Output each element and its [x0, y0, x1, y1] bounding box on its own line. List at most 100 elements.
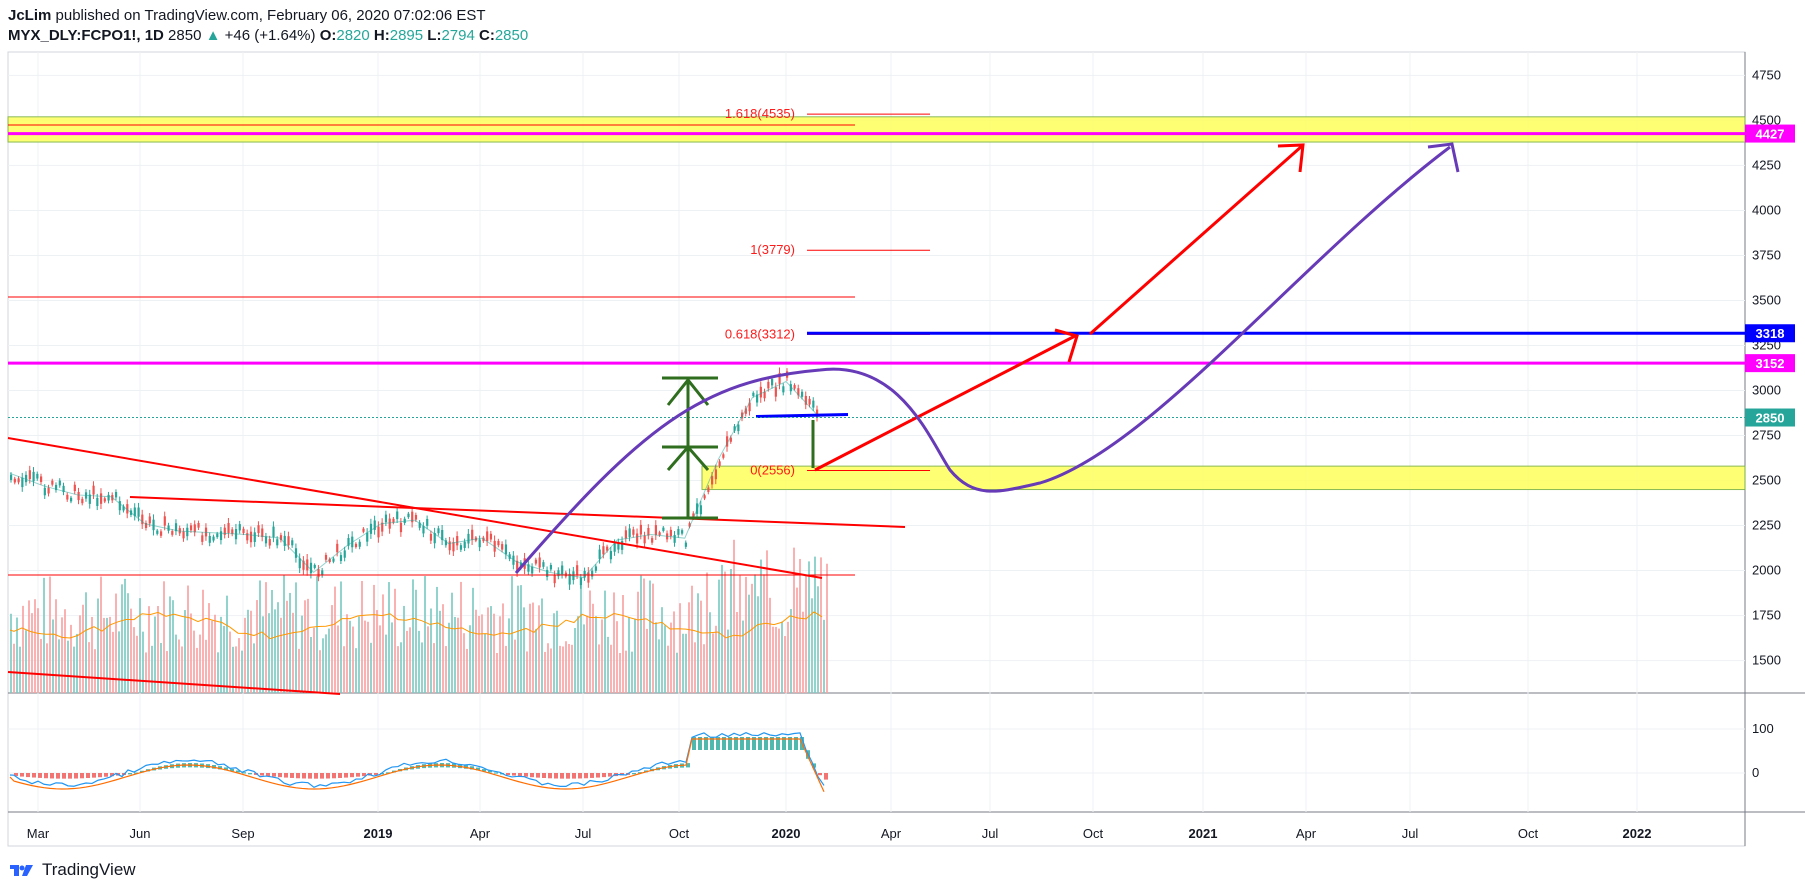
candle-body: [778, 372, 781, 384]
volume-bar: [625, 650, 627, 693]
candle-body: [339, 555, 343, 562]
symbol-label[interactable]: MYX_DLY:FCPO1!, 1D: [8, 27, 164, 44]
candle-body: [54, 484, 58, 491]
volume-bar: [685, 633, 687, 693]
candle-body: [673, 534, 676, 543]
volume-bar: [637, 591, 639, 693]
macd-histogram-bar: [476, 767, 480, 771]
price-tick-label: 4000: [1752, 202, 1781, 217]
volume-bar: [205, 639, 207, 693]
volume-bar: [250, 610, 252, 693]
candle-body: [617, 542, 620, 550]
volume-bar: [748, 594, 750, 693]
candle-body: [456, 536, 459, 546]
candle-body: [392, 518, 395, 523]
volume-bar: [361, 580, 363, 693]
candle-body: [714, 469, 717, 480]
macd-histogram-bar: [542, 773, 546, 778]
volume-bar: [640, 575, 642, 693]
volume-bar: [139, 598, 141, 693]
macd-histogram-bar: [50, 773, 54, 779]
volume-bar: [664, 625, 666, 693]
volume-bar: [793, 547, 795, 693]
volume-bar: [811, 598, 813, 693]
candle-body: [103, 498, 106, 502]
volume-bar: [382, 594, 384, 693]
volume-bar: [496, 652, 498, 693]
candle-body: [197, 522, 200, 528]
candle-body: [291, 540, 294, 546]
volume-bar: [16, 617, 18, 693]
candle-body: [148, 516, 151, 524]
volume-bar: [13, 643, 15, 693]
volume-bar: [253, 643, 255, 693]
time-tick-label: Apr: [470, 826, 491, 841]
candle-body: [782, 386, 785, 393]
price-tag-label: 4427: [1756, 127, 1785, 142]
volume-bar: [142, 631, 144, 693]
macd-histogram-bar: [242, 772, 246, 774]
volume-bar: [88, 642, 90, 693]
macd-histogram-bar: [218, 766, 222, 770]
volume-bar: [229, 631, 231, 693]
candle-body: [328, 558, 331, 563]
volume-bar: [808, 561, 810, 693]
candle-body: [156, 530, 159, 534]
volume-bar: [631, 651, 633, 693]
macd-histogram-bar: [776, 737, 780, 750]
volume-bar: [115, 593, 117, 693]
author-name[interactable]: JcLim: [8, 7, 52, 24]
projection-curve-arrowhead: [1427, 142, 1460, 173]
volume-bar: [781, 621, 783, 693]
volume-bar: [271, 590, 273, 693]
volume-bar: [304, 600, 306, 693]
candle-body: [636, 533, 639, 544]
volume-bar: [211, 620, 213, 693]
volume-bar: [790, 609, 792, 693]
macd-histogram-bar: [782, 737, 786, 750]
candle-body: [722, 454, 725, 458]
volume-bar: [196, 647, 198, 693]
volume-bar: [331, 605, 333, 693]
footer-brand[interactable]: TradingView: [8, 860, 136, 880]
candle-body: [677, 529, 680, 535]
candle-body: [347, 538, 350, 546]
volume-bar: [814, 556, 816, 693]
volume-bar: [679, 603, 681, 693]
candle-body: [354, 543, 358, 548]
volume-bar: [268, 613, 270, 693]
volume-bar: [592, 603, 594, 693]
candle-body: [808, 398, 811, 405]
candle-body: [583, 570, 586, 578]
candle-body: [793, 385, 796, 389]
volume-bar: [235, 646, 237, 693]
volume-bar: [67, 640, 69, 693]
price-tick-label: 4250: [1752, 157, 1781, 172]
candle-body: [369, 523, 373, 534]
low-value: 2794: [441, 27, 475, 44]
candle-body: [208, 535, 211, 543]
price-change: +46 (+1.64%): [224, 27, 316, 44]
candle-body: [647, 527, 650, 536]
candle-body: [628, 528, 631, 537]
candle-body: [411, 511, 414, 523]
macd-histogram-bar: [86, 773, 90, 779]
price-tick-label: 2500: [1752, 473, 1781, 488]
candle-body: [298, 558, 301, 569]
volume-bar: [739, 575, 741, 693]
volume-bar: [622, 595, 624, 693]
candle-body: [306, 559, 309, 571]
candle-body: [324, 554, 328, 560]
volume-bar: [277, 602, 279, 693]
macd-histogram-bar: [74, 773, 78, 779]
volume-bar: [199, 634, 201, 693]
candle-body: [606, 546, 609, 551]
price-tick-label: 1500: [1752, 653, 1781, 668]
candle-body: [399, 522, 403, 533]
volume-ma-line: [9, 611, 823, 640]
volume-bar: [694, 642, 696, 693]
candle-body: [576, 565, 579, 575]
volume-bar: [76, 633, 78, 693]
candle-body: [516, 560, 519, 572]
